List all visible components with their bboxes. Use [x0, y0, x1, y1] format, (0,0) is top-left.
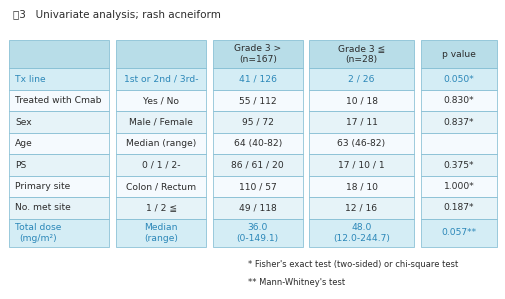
- Bar: [9, 197, 109, 219]
- Text: Treated with Cmab: Treated with Cmab: [15, 96, 102, 105]
- Text: p value: p value: [441, 50, 475, 59]
- Bar: [212, 40, 302, 68]
- Text: 0.057**: 0.057**: [441, 228, 476, 237]
- Text: 1 / 2 ≦: 1 / 2 ≦: [145, 204, 176, 213]
- Text: Yes / No: Yes / No: [143, 96, 179, 105]
- Bar: [116, 133, 206, 154]
- Bar: [116, 176, 206, 197]
- Text: Median (range): Median (range): [126, 139, 196, 148]
- Bar: [9, 154, 109, 176]
- Bar: [9, 111, 109, 133]
- Bar: [212, 90, 302, 111]
- Text: 86 / 61 / 20: 86 / 61 / 20: [231, 161, 283, 170]
- Text: * Fisher's exact test (two-sided) or chi-square test: * Fisher's exact test (two-sided) or chi…: [247, 260, 458, 269]
- Text: 17 / 10 / 1: 17 / 10 / 1: [337, 161, 384, 170]
- Bar: [9, 176, 109, 197]
- Text: 17 / 11: 17 / 11: [345, 118, 377, 126]
- Bar: [309, 90, 413, 111]
- Text: 1.000*: 1.000*: [443, 182, 474, 191]
- Bar: [421, 133, 496, 154]
- Bar: [212, 133, 302, 154]
- Bar: [9, 40, 109, 68]
- Text: PS: PS: [15, 161, 26, 170]
- Text: ** Mann-Whitney's test: ** Mann-Whitney's test: [247, 278, 344, 287]
- Text: 48.0
(12.0-244.7): 48.0 (12.0-244.7): [332, 223, 389, 243]
- Bar: [212, 111, 302, 133]
- Text: 表3   Univariate analysis; rash acneiform: 表3 Univariate analysis; rash acneiform: [13, 10, 220, 20]
- Text: Median
(range): Median (range): [144, 223, 178, 243]
- Text: Sex: Sex: [15, 118, 32, 126]
- Bar: [309, 219, 413, 247]
- Text: Primary site: Primary site: [15, 182, 70, 191]
- Bar: [421, 154, 496, 176]
- Bar: [421, 197, 496, 219]
- Text: Tx line: Tx line: [15, 74, 46, 83]
- Bar: [309, 133, 413, 154]
- Bar: [212, 197, 302, 219]
- Text: 0.375*: 0.375*: [443, 161, 473, 170]
- Text: 0.830*: 0.830*: [443, 96, 474, 105]
- Bar: [421, 176, 496, 197]
- Text: 110 / 57: 110 / 57: [238, 182, 276, 191]
- Bar: [421, 90, 496, 111]
- Bar: [116, 154, 206, 176]
- Text: 18 / 10: 18 / 10: [345, 182, 377, 191]
- Text: 12 / 16: 12 / 16: [345, 204, 377, 213]
- Text: 36.0
(0-149.1): 36.0 (0-149.1): [236, 223, 278, 243]
- Text: 95 / 72: 95 / 72: [241, 118, 273, 126]
- Bar: [309, 40, 413, 68]
- Text: No. met site: No. met site: [15, 204, 71, 213]
- Bar: [309, 68, 413, 90]
- Bar: [9, 90, 109, 111]
- Bar: [116, 90, 206, 111]
- Bar: [212, 176, 302, 197]
- Text: 63 (46-82): 63 (46-82): [337, 139, 385, 148]
- Text: 0.050*: 0.050*: [443, 74, 474, 83]
- Text: 0.837*: 0.837*: [443, 118, 473, 126]
- Text: 0 / 1 / 2-: 0 / 1 / 2-: [141, 161, 180, 170]
- Text: 55 / 112: 55 / 112: [238, 96, 276, 105]
- Bar: [309, 197, 413, 219]
- Bar: [116, 219, 206, 247]
- Bar: [421, 219, 496, 247]
- Bar: [421, 68, 496, 90]
- Bar: [116, 68, 206, 90]
- Bar: [9, 68, 109, 90]
- Bar: [309, 111, 413, 133]
- Text: Male / Female: Male / Female: [129, 118, 193, 126]
- Text: 49 / 118: 49 / 118: [238, 204, 276, 213]
- Text: Colon / Rectum: Colon / Rectum: [126, 182, 196, 191]
- Bar: [212, 68, 302, 90]
- Text: Total dose
(mg/m²): Total dose (mg/m²): [15, 223, 62, 243]
- Text: Grade 3 ≦
(n=28): Grade 3 ≦ (n=28): [337, 44, 384, 64]
- Bar: [212, 154, 302, 176]
- Bar: [421, 40, 496, 68]
- Text: 1st or 2nd / 3rd-: 1st or 2nd / 3rd-: [124, 74, 198, 83]
- Bar: [9, 133, 109, 154]
- Bar: [116, 40, 206, 68]
- Bar: [9, 219, 109, 247]
- Bar: [116, 111, 206, 133]
- Text: 41 / 126: 41 / 126: [238, 74, 276, 83]
- Bar: [309, 176, 413, 197]
- Text: 10 / 18: 10 / 18: [345, 96, 377, 105]
- Bar: [421, 111, 496, 133]
- Bar: [309, 154, 413, 176]
- Text: 2 / 26: 2 / 26: [347, 74, 374, 83]
- Bar: [212, 219, 302, 247]
- Bar: [116, 197, 206, 219]
- Text: 64 (40-82): 64 (40-82): [233, 139, 281, 148]
- Text: Grade 3 >
(n=167): Grade 3 > (n=167): [234, 44, 281, 64]
- Text: 0.187*: 0.187*: [443, 204, 473, 213]
- Text: Age: Age: [15, 139, 33, 148]
